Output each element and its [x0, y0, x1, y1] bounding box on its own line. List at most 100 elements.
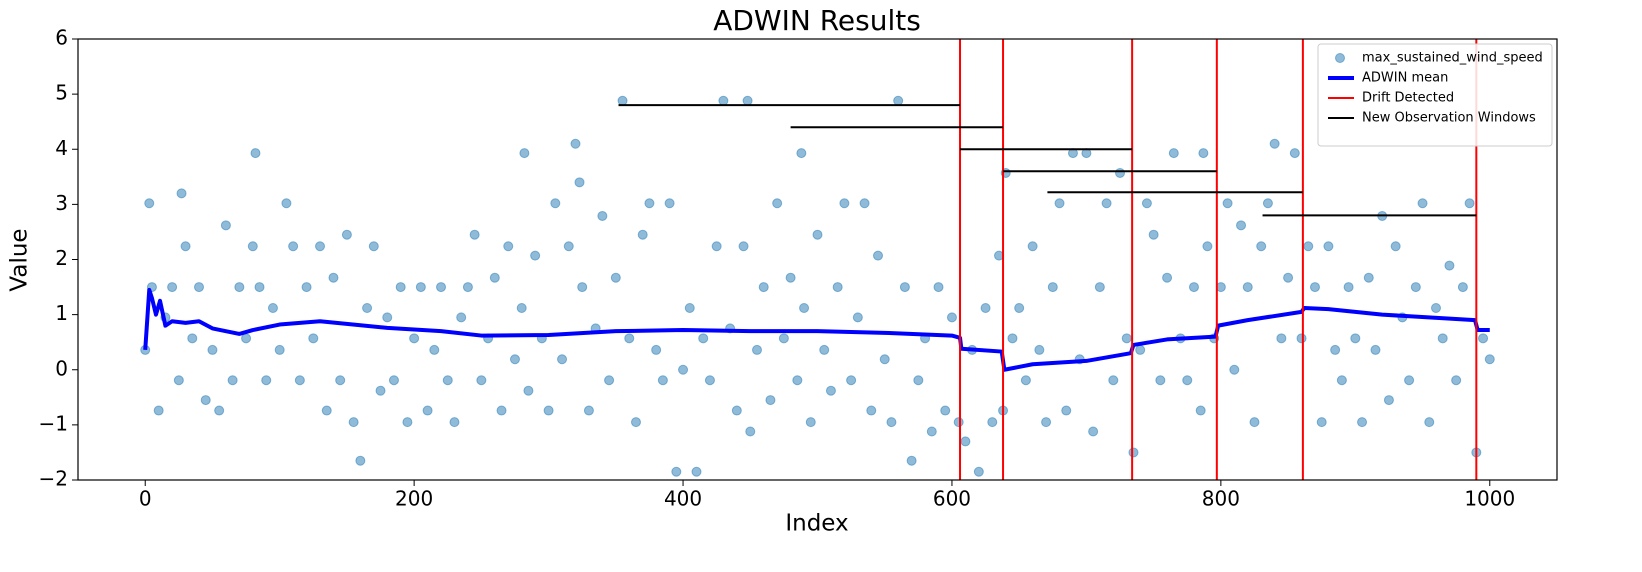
scatter-point	[1357, 417, 1368, 428]
scatter-point	[167, 282, 178, 293]
scatter-point	[315, 241, 326, 252]
scatter-point	[583, 405, 594, 416]
y-tick-label: −1	[39, 411, 68, 435]
scatter-point	[778, 333, 789, 344]
scatter-point	[456, 312, 467, 323]
scatter-point	[1330, 344, 1341, 355]
scatter-point	[570, 138, 581, 149]
scatter-point	[604, 375, 615, 386]
scatter-point	[368, 241, 379, 252]
scatter-point	[953, 417, 964, 428]
x-tick-label: 800	[1202, 487, 1240, 511]
scatter-point	[1249, 417, 1260, 428]
scatter-point	[496, 405, 507, 416]
scatter-point	[489, 272, 500, 283]
scatter-point	[355, 455, 366, 466]
x-tick-label: 400	[664, 487, 702, 511]
scatter-point	[873, 250, 884, 261]
scatter-point	[261, 375, 272, 386]
scatter-point	[1269, 138, 1280, 149]
scatter-point	[1168, 148, 1179, 159]
scatter-point	[220, 220, 231, 231]
scatter-point	[382, 312, 393, 323]
scatter-point	[207, 344, 218, 355]
scatter-point	[1034, 344, 1045, 355]
scatter-point	[194, 282, 205, 293]
scatter-point	[678, 364, 689, 375]
scatter-point	[1262, 198, 1273, 209]
scatter-point	[1383, 395, 1394, 406]
scatter-point	[563, 241, 574, 252]
scatter-point	[839, 198, 850, 209]
scatter-point	[1430, 303, 1441, 314]
scatter-point	[1236, 220, 1247, 231]
scatter-point	[987, 417, 998, 428]
scatter-point	[657, 375, 668, 386]
scatter-point	[1303, 241, 1314, 252]
scatter-point	[1457, 282, 1468, 293]
scatter-point	[698, 333, 709, 344]
scatter-point	[796, 148, 807, 159]
scatter-point	[1289, 148, 1300, 159]
scatter-point	[1309, 282, 1320, 293]
scatter-point	[1108, 375, 1119, 386]
scatter-point	[1027, 241, 1038, 252]
legend-marker	[1335, 53, 1345, 63]
y-tick-label: 5	[55, 81, 68, 105]
y-tick-label: 6	[55, 26, 68, 50]
scatter-point	[671, 466, 682, 477]
scatter-point	[1047, 282, 1058, 293]
scatter-point	[1155, 375, 1166, 386]
scatter-point	[886, 417, 897, 428]
scatter-point	[254, 282, 265, 293]
scatter-point	[758, 282, 769, 293]
scatter-point	[328, 272, 339, 283]
scatter-point	[751, 344, 762, 355]
y-tick-label: 3	[55, 191, 68, 215]
scatter-point	[745, 426, 756, 437]
scatter-point	[1316, 417, 1327, 428]
scatter-point	[301, 282, 312, 293]
legend-label: Drift Detected	[1362, 91, 1454, 106]
scatter-point	[227, 375, 238, 386]
y-tick-label: 0	[55, 356, 68, 380]
scatter-point	[1101, 198, 1112, 209]
scatter-point	[1115, 167, 1126, 178]
chart-title: ADWIN Results	[713, 4, 921, 37]
scatter-point	[973, 466, 984, 477]
scatter-point	[335, 375, 346, 386]
scatter-point	[1088, 426, 1099, 437]
scatter-point	[1437, 333, 1448, 344]
scatter-point	[1182, 375, 1193, 386]
scatter-point	[449, 417, 460, 428]
scatter-point	[200, 395, 211, 406]
scatter-point	[1370, 344, 1381, 355]
scatter-point	[711, 241, 722, 252]
scatter-point	[422, 405, 433, 416]
scatter-point	[765, 395, 776, 406]
scatter-point	[1041, 417, 1052, 428]
scatter-point	[557, 354, 568, 365]
scatter-point	[1451, 375, 1462, 386]
scatter-point	[644, 198, 655, 209]
scatter-point	[893, 95, 904, 106]
scatter-point	[247, 241, 258, 252]
scatter-point	[1336, 375, 1347, 386]
scatter-point	[946, 312, 957, 323]
y-tick-label: 2	[55, 246, 68, 270]
scatter-point	[1188, 282, 1199, 293]
scatter-point	[1121, 333, 1132, 344]
scatter-point	[940, 405, 951, 416]
scatter-point	[429, 344, 440, 355]
scatter-point	[832, 282, 843, 293]
scatter-point	[1195, 405, 1206, 416]
scatter-point	[442, 375, 453, 386]
scatter-point	[476, 375, 487, 386]
scatter-point	[1222, 198, 1233, 209]
plot-area	[140, 39, 1495, 480]
scatter-point	[624, 333, 635, 344]
scatter-point	[1148, 229, 1159, 240]
scatter-point	[402, 417, 413, 428]
scatter-point	[1007, 333, 1018, 344]
scatter-point	[1296, 333, 1307, 344]
